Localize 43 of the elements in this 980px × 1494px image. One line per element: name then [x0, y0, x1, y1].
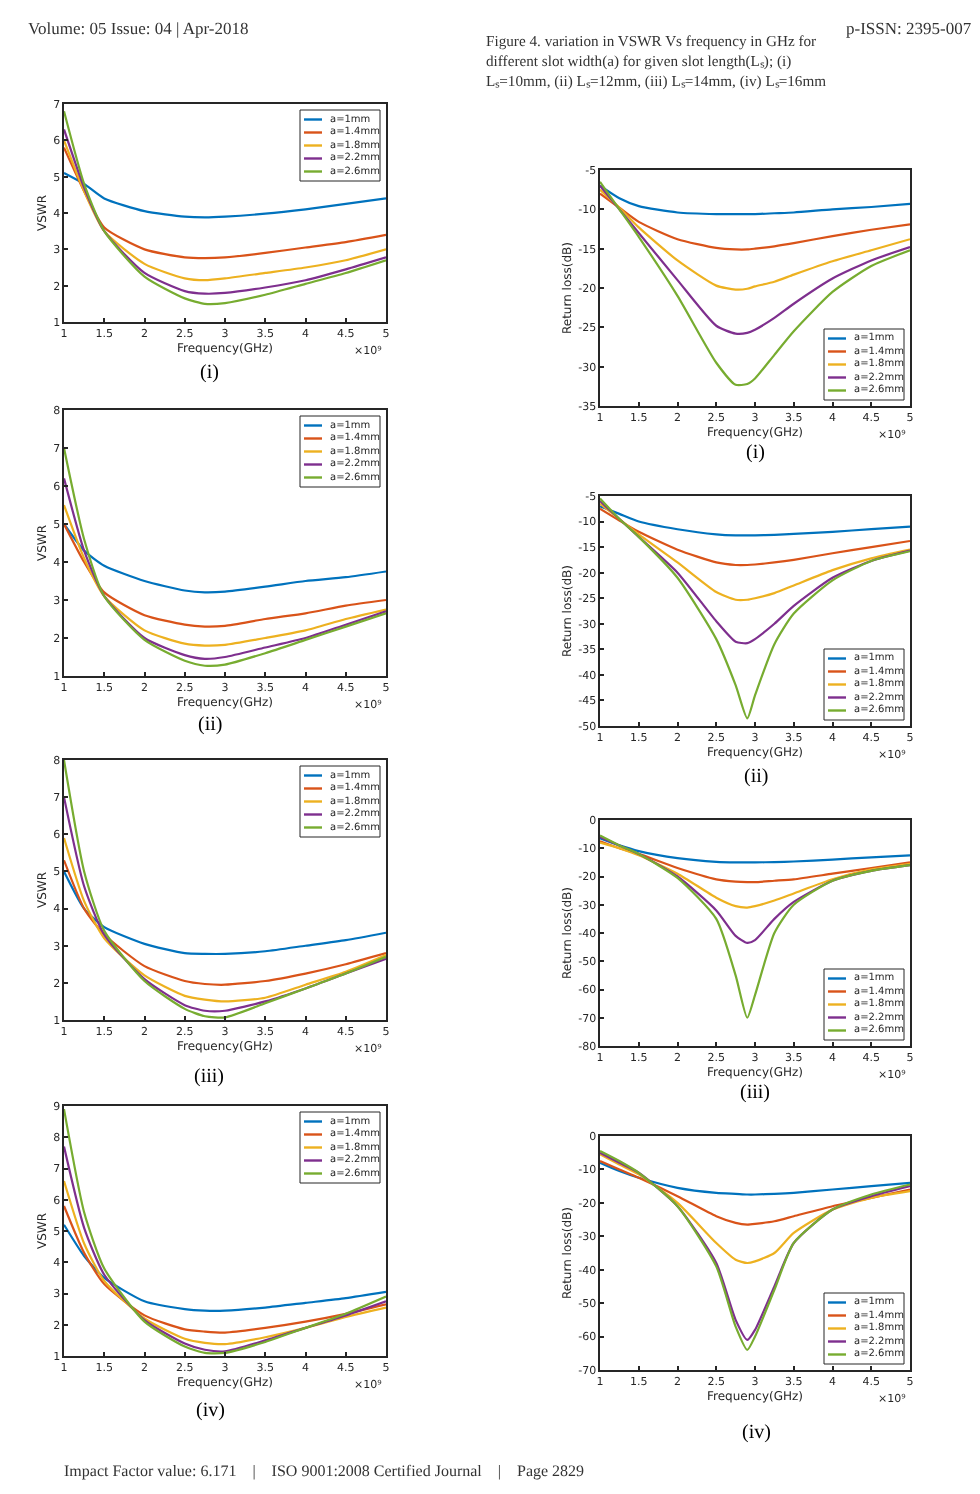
line-series	[64, 1179, 386, 1346]
line-series	[600, 834, 910, 1019]
text: Volume: 05 Issue: 04 | Apr-2018	[28, 18, 249, 38]
text: (iv)	[742, 1422, 771, 1444]
line-series	[600, 507, 910, 567]
text: (iii)	[194, 1066, 224, 1088]
line-series	[600, 837, 910, 864]
text: (ii)	[744, 766, 769, 788]
line-series	[64, 171, 386, 219]
text: (ii)	[198, 714, 223, 736]
line-series	[600, 840, 910, 884]
text: Impact Factor value: 6.171 | ISO 9001:2008 Certified Journal | Page 2829	[64, 1462, 585, 1480]
text: p-ISSN: 2395-007	[846, 18, 972, 38]
line-series	[64, 870, 386, 956]
line-series	[64, 522, 386, 628]
line-series	[600, 841, 910, 909]
line-series	[64, 760, 386, 1019]
line-series	[600, 497, 910, 720]
line-series	[600, 188, 910, 291]
line-series	[64, 1223, 386, 1312]
line-series	[64, 503, 386, 647]
line-series	[600, 502, 910, 602]
line-series	[64, 859, 386, 986]
line-series	[600, 500, 910, 645]
line-series	[64, 477, 386, 660]
line-series	[600, 505, 910, 537]
text: (iv)	[196, 1400, 225, 1422]
line-series	[64, 446, 386, 667]
line-series	[600, 180, 910, 387]
text: (iii)	[740, 1082, 770, 1104]
line-series	[600, 1161, 910, 1196]
text: (i)	[200, 362, 219, 384]
line-series	[64, 522, 386, 594]
line-series	[600, 1153, 910, 1265]
line-series	[64, 1145, 386, 1353]
text: (i)	[746, 442, 765, 464]
line-series	[600, 184, 910, 335]
line-series	[64, 836, 386, 1003]
line-series	[600, 1159, 910, 1226]
line-series	[600, 192, 910, 251]
line-series	[64, 1204, 386, 1334]
line-series	[64, 146, 386, 260]
line-series	[64, 1108, 386, 1355]
